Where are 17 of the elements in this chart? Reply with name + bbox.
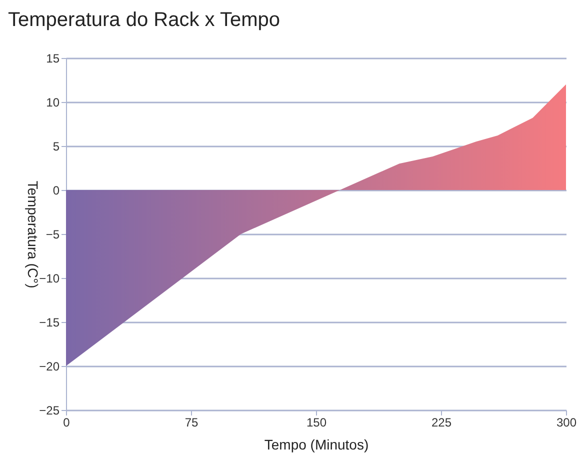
chart-title: Temperatura do Rack x Tempo — [8, 9, 280, 31]
y-axis-title: Temperatura (C°) — [25, 180, 42, 288]
y-tick-label: 5 — [52, 140, 60, 154]
y-tick-label: −25 — [39, 404, 60, 418]
y-tick-label: −20 — [39, 360, 60, 374]
y-tick-label: 15 — [46, 52, 60, 66]
x-tick-label: 225 — [431, 416, 452, 430]
x-tick-label: 0 — [63, 416, 70, 430]
x-tick-label: 300 — [556, 416, 577, 430]
y-tick-label: −10 — [39, 272, 60, 286]
y-tick-label: 10 — [46, 96, 60, 110]
x-tick-label: 150 — [306, 416, 327, 430]
x-tick-label: 75 — [184, 416, 198, 430]
x-axis-title: Tempo (Minutos) — [264, 436, 369, 452]
y-tick-label: −15 — [39, 316, 60, 330]
y-tick-label: −5 — [46, 228, 60, 242]
y-tick-label: 0 — [52, 184, 60, 198]
